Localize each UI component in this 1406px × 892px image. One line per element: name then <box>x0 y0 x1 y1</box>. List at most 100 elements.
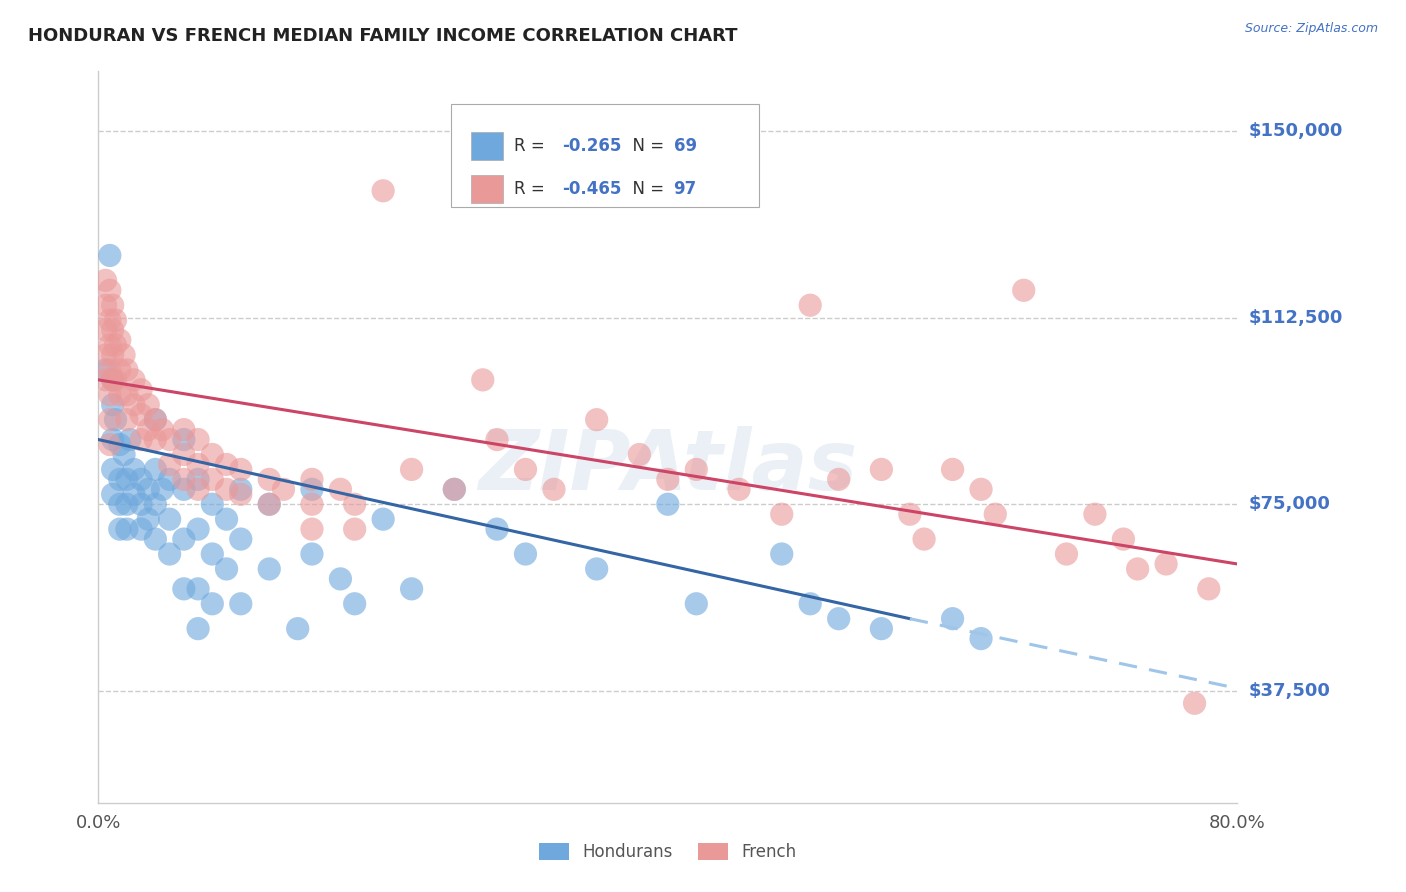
Point <box>129 433 152 447</box>
Text: $150,000: $150,000 <box>1249 122 1343 140</box>
Point <box>585 562 607 576</box>
Point <box>145 412 167 426</box>
Point <box>101 433 124 447</box>
Point <box>215 483 238 497</box>
Point <box>98 437 121 451</box>
Point <box>229 483 252 497</box>
Point <box>187 433 209 447</box>
Point <box>94 273 117 287</box>
Point <box>101 462 124 476</box>
Point <box>287 622 309 636</box>
Point <box>373 184 395 198</box>
Point <box>215 458 238 472</box>
Point <box>101 373 124 387</box>
Point <box>136 423 159 437</box>
Point <box>543 483 565 497</box>
Text: R =: R = <box>515 137 550 155</box>
Point <box>187 472 209 486</box>
Point <box>301 497 323 511</box>
Point <box>273 483 295 497</box>
Point <box>187 622 209 636</box>
Text: $112,500: $112,500 <box>1249 309 1343 326</box>
Point <box>329 572 352 586</box>
Point <box>343 522 366 536</box>
Point <box>118 433 141 447</box>
Point <box>229 462 252 476</box>
FancyBboxPatch shape <box>471 175 503 202</box>
Point <box>129 497 152 511</box>
Point <box>870 462 893 476</box>
Point <box>343 497 366 511</box>
Point <box>108 497 131 511</box>
Text: Source: ZipAtlas.com: Source: ZipAtlas.com <box>1244 22 1378 36</box>
Point <box>942 612 965 626</box>
Point <box>98 283 121 297</box>
Point <box>215 512 238 526</box>
Point <box>94 373 117 387</box>
Point <box>187 522 209 536</box>
Point <box>301 547 323 561</box>
Point <box>1154 557 1177 571</box>
Point <box>108 388 131 402</box>
Point <box>129 383 152 397</box>
Point <box>159 458 181 472</box>
Point <box>145 462 167 476</box>
Point <box>486 522 509 536</box>
Point <box>173 433 195 447</box>
Point <box>104 338 127 352</box>
Point <box>229 532 252 546</box>
Point <box>443 483 465 497</box>
Point <box>173 472 195 486</box>
Text: -0.465: -0.465 <box>562 180 621 198</box>
Point <box>657 472 679 486</box>
Point <box>173 483 195 497</box>
Point <box>728 483 751 497</box>
Point <box>108 472 131 486</box>
Point <box>187 483 209 497</box>
Point <box>1112 532 1135 546</box>
Point <box>101 323 124 337</box>
Point <box>145 532 167 546</box>
Point <box>108 437 131 451</box>
Point <box>401 582 423 596</box>
Point <box>187 458 209 472</box>
Point <box>343 597 366 611</box>
Point <box>259 472 281 486</box>
Point <box>129 522 152 536</box>
Text: -0.265: -0.265 <box>562 137 621 155</box>
Point <box>259 497 281 511</box>
Point <box>912 532 935 546</box>
Point <box>443 483 465 497</box>
Point <box>201 497 224 511</box>
Point <box>898 507 921 521</box>
Text: R =: R = <box>515 180 550 198</box>
Point <box>515 462 537 476</box>
Point <box>145 433 167 447</box>
Point <box>94 323 117 337</box>
Point <box>101 398 124 412</box>
Text: ZIPAtlas: ZIPAtlas <box>478 425 858 507</box>
Point <box>159 472 181 486</box>
Point <box>301 483 323 497</box>
Point <box>98 363 121 377</box>
Text: 97: 97 <box>673 180 697 198</box>
Point <box>401 462 423 476</box>
Point <box>145 497 167 511</box>
Point <box>215 562 238 576</box>
Point <box>259 562 281 576</box>
Point <box>104 412 127 426</box>
Text: $75,000: $75,000 <box>1249 495 1330 513</box>
Point <box>129 472 152 486</box>
Text: N =: N = <box>623 180 669 198</box>
Point <box>942 462 965 476</box>
Point <box>471 373 494 387</box>
Point <box>657 497 679 511</box>
Point <box>685 597 707 611</box>
Point <box>152 423 174 437</box>
Point <box>486 433 509 447</box>
Text: N =: N = <box>623 137 669 155</box>
Text: $37,500: $37,500 <box>1249 681 1330 700</box>
Point <box>136 512 159 526</box>
Point <box>98 248 121 262</box>
Point <box>136 483 159 497</box>
